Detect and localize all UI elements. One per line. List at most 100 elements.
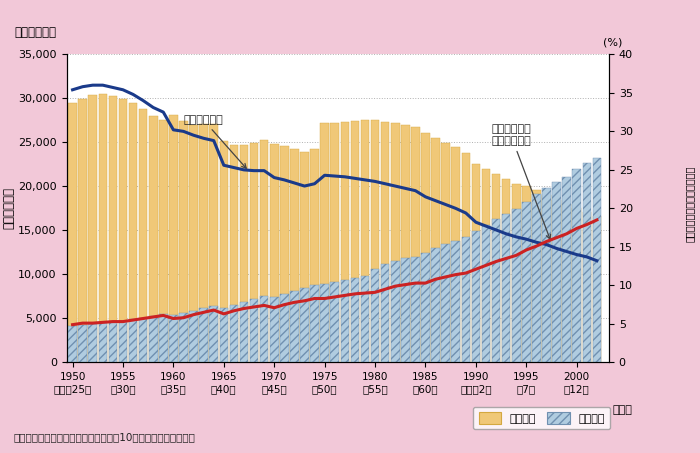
Bar <box>290 291 299 362</box>
Bar <box>149 116 158 362</box>
Bar <box>562 204 571 362</box>
Bar <box>119 99 127 362</box>
Text: 資料：総務省統計局「国勢調査」、「10月１日現在推計人口」: 資料：総務省統計局「国勢調査」、「10月１日現在推計人口」 <box>14 432 196 442</box>
Bar <box>169 116 178 362</box>
Bar <box>582 163 591 362</box>
Bar <box>492 219 500 362</box>
Bar <box>562 177 571 362</box>
Bar <box>360 276 370 362</box>
Bar <box>139 110 148 362</box>
Bar <box>582 212 591 362</box>
Bar <box>360 120 370 362</box>
Bar <box>522 186 531 362</box>
Bar <box>149 316 158 362</box>
Bar <box>482 225 490 362</box>
Bar <box>421 253 430 362</box>
Bar <box>250 143 258 362</box>
Bar <box>321 284 329 362</box>
Bar <box>552 182 561 362</box>
Bar <box>69 103 77 362</box>
Bar <box>270 144 279 362</box>
Bar <box>230 145 238 362</box>
Bar <box>209 306 218 362</box>
Bar <box>542 195 551 362</box>
Bar <box>280 146 288 362</box>
Bar <box>310 285 319 362</box>
Bar <box>220 141 228 362</box>
Bar <box>351 278 359 362</box>
Bar <box>461 237 470 362</box>
Bar <box>593 216 601 362</box>
Bar <box>199 308 208 362</box>
Bar <box>199 124 208 362</box>
Bar <box>220 308 228 362</box>
Bar <box>321 123 329 362</box>
Bar <box>542 188 551 362</box>
Bar <box>99 94 107 362</box>
Bar <box>119 321 127 362</box>
Bar <box>391 260 400 362</box>
Bar <box>78 99 87 362</box>
Bar <box>502 214 510 362</box>
Bar <box>452 241 460 362</box>
Bar <box>270 297 279 362</box>
Bar <box>300 152 309 362</box>
Bar <box>401 258 410 362</box>
Bar <box>532 194 540 362</box>
Bar <box>108 96 117 362</box>
Bar <box>300 288 309 362</box>
Bar <box>179 121 188 362</box>
Bar <box>290 149 299 362</box>
Text: 老年人口割合
（高齢化率）: 老年人口割合 （高齢化率） <box>491 125 551 239</box>
Bar <box>472 164 480 362</box>
Bar <box>371 269 379 362</box>
Bar <box>159 314 167 362</box>
Bar <box>129 103 137 362</box>
Bar <box>108 323 117 362</box>
Bar <box>512 184 521 362</box>
Legend: 年少人口, 老年人口: 年少人口, 老年人口 <box>473 407 610 429</box>
Bar <box>411 127 420 362</box>
Bar <box>78 325 87 362</box>
Bar <box>573 208 581 362</box>
Bar <box>139 318 148 362</box>
Bar <box>230 304 238 362</box>
Bar <box>442 244 450 362</box>
Bar <box>381 265 389 362</box>
Bar <box>461 153 470 362</box>
Bar <box>421 133 430 362</box>
Bar <box>522 202 531 362</box>
Bar <box>502 179 510 362</box>
Bar <box>512 209 521 362</box>
Bar <box>492 174 500 362</box>
Bar <box>482 169 490 362</box>
Bar <box>250 299 258 362</box>
Text: 人口（千人）: 人口（千人） <box>14 25 56 39</box>
Text: 年少人口割合・老年人口割合: 年少人口割合・老年人口割合 <box>685 166 694 242</box>
Text: (%): (%) <box>603 38 622 48</box>
Bar <box>189 311 198 362</box>
Bar <box>351 120 359 362</box>
Bar <box>69 326 77 362</box>
Bar <box>340 280 349 362</box>
Bar <box>371 120 379 362</box>
Bar <box>239 145 248 362</box>
Bar <box>452 147 460 362</box>
Bar <box>442 143 450 362</box>
Bar <box>593 158 601 362</box>
Bar <box>381 121 389 362</box>
Bar <box>310 149 319 362</box>
Bar <box>391 123 400 362</box>
Text: （年）: （年） <box>612 405 632 414</box>
Bar <box>179 313 188 362</box>
Bar <box>573 169 581 362</box>
Bar <box>159 120 167 362</box>
Bar <box>552 200 561 362</box>
Bar <box>239 302 248 362</box>
Bar <box>431 138 440 362</box>
Bar <box>88 96 97 362</box>
Bar <box>340 122 349 362</box>
Bar <box>129 319 137 362</box>
Bar <box>472 231 480 362</box>
Bar <box>411 256 420 362</box>
